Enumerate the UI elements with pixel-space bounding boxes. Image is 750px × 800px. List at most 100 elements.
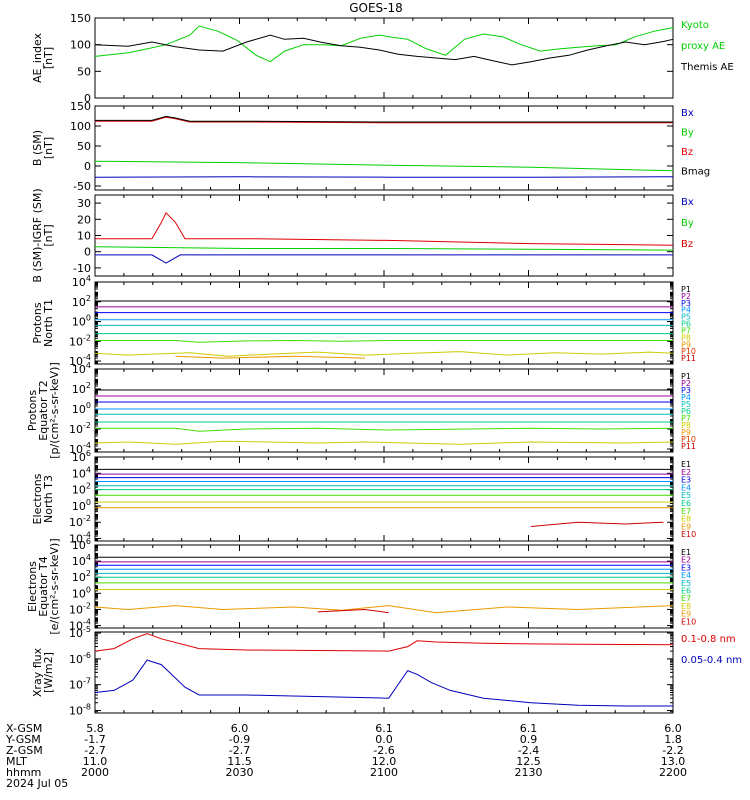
legend-entry: E10 xyxy=(681,617,696,626)
x-row-value: -2.4 xyxy=(518,744,539,757)
x-row-value: 2200 xyxy=(659,766,687,779)
x-row-value: 0.9 xyxy=(520,733,538,746)
y-tick-label: 102 xyxy=(72,381,91,396)
x-row-label: Y-GSM xyxy=(5,733,41,746)
y-tick-label: 104 xyxy=(72,465,91,480)
legend-entry: E6 xyxy=(681,499,691,508)
y-tick-label: 100 xyxy=(70,39,91,52)
y-axis-label: B (SM)-IGRF (SM)[nT] xyxy=(31,188,55,282)
x-row-value: 2000 xyxy=(81,766,109,779)
y-tick-label: 100 xyxy=(72,401,91,416)
y-tick-label: 102 xyxy=(72,569,91,584)
legend-entry: Bx xyxy=(681,108,694,119)
y-axis-label: Xray flux[W/m2] xyxy=(31,647,55,697)
y-tick-label: 104 xyxy=(72,553,91,568)
panel-bigrf: -10 0 10 20 30 B (SM)-IGRF (SM)[nT] Bx By Bz xyxy=(31,188,694,282)
x-row-value: -0.9 xyxy=(229,733,250,746)
x-row-value: -2.6 xyxy=(373,744,394,757)
y-tick-label: 10-7 xyxy=(69,677,91,692)
x-row-label: X-GSM xyxy=(6,722,42,735)
panel-ae: 0 50 100 150 AE_index[nT] Kyoto proxy AE Themis… xyxy=(31,12,734,105)
x-row-label: Z-GSM xyxy=(6,744,43,757)
legend-entry: P7 xyxy=(681,326,691,335)
legend-entry: P7 xyxy=(681,414,691,423)
date-label: 2024 Jul 05 xyxy=(6,777,68,790)
x-row-value: 12.5 xyxy=(516,755,541,768)
y-tick-label: 10-6 xyxy=(69,651,91,666)
x-row-value: -2.2 xyxy=(662,744,683,757)
y-axis-label: ProtonsNorth T1 xyxy=(31,299,55,347)
series-line-bmag xyxy=(95,115,673,123)
legend-entry: P2 xyxy=(681,292,691,301)
x-row-value: 0.0 xyxy=(375,733,393,746)
x-row-value: 6.1 xyxy=(520,722,538,735)
legend-entry: P5 xyxy=(681,313,691,322)
series-line-0-1-0-8-nm xyxy=(94,633,674,652)
series-line-p8 xyxy=(94,440,674,445)
legend-entry: E4 xyxy=(681,571,691,580)
legend-entry: E6 xyxy=(681,587,691,596)
panel-frame xyxy=(94,17,674,99)
legend-entry: P8 xyxy=(681,333,691,342)
legend-entry: Bz xyxy=(681,147,693,158)
panel-frame xyxy=(94,194,674,277)
series-line-p7 xyxy=(95,339,673,343)
legend-entry: E2 xyxy=(681,556,691,565)
legend-entry: By xyxy=(681,128,694,139)
x-row-value: 5.8 xyxy=(86,722,104,735)
legend-entry: E8 xyxy=(681,602,691,611)
series-line-by xyxy=(94,246,674,251)
x-row-value: 1.8 xyxy=(664,733,682,746)
legend-entry: E10 xyxy=(681,530,696,539)
series-line-themis-ae xyxy=(94,34,674,66)
series-line-by xyxy=(94,160,674,172)
y-tick-label: 150 xyxy=(70,100,91,113)
x-row-value: 2100 xyxy=(370,766,398,779)
y-tick-label: 106 xyxy=(72,449,91,464)
legend-entry: By xyxy=(681,218,694,229)
legend-entry: E2 xyxy=(681,468,691,477)
legend-entry: E5 xyxy=(681,579,691,588)
y-tick-label: 20 xyxy=(77,213,91,226)
x-row-value: 6.0 xyxy=(664,722,682,735)
y-axis-label: B (SM)[nT] xyxy=(31,130,55,166)
y-tick-label: 10-2 xyxy=(69,333,91,348)
legend-entry: Bx xyxy=(681,197,694,208)
x-row-value: 13.0 xyxy=(661,755,686,768)
legend-entry: E4 xyxy=(681,483,691,492)
x-row-value: 6.0 xyxy=(231,722,249,735)
legend-entry: P2 xyxy=(681,379,691,388)
series-line-0-05-0-4-nm xyxy=(94,659,673,707)
legend-entry: 0.05-0.4 nm xyxy=(681,655,742,666)
y-tick-label: 10 xyxy=(77,230,91,243)
legend-entry: Bz xyxy=(681,239,693,250)
panel-frame xyxy=(94,281,674,365)
y-tick-label: 100 xyxy=(70,120,91,133)
legend-entry: P11 xyxy=(681,442,696,451)
y-tick-label: 102 xyxy=(72,294,91,309)
y-tick-label: 0 xyxy=(84,246,91,259)
y-tick-label: 10-2 xyxy=(69,421,91,436)
legend-entry: P10 xyxy=(681,435,696,444)
x-row-value: 2030 xyxy=(226,766,254,779)
x-row-value: 12.0 xyxy=(372,755,397,768)
figure-title: GOES-18 xyxy=(349,1,403,15)
panel-xray: 10-5 10-6 10-7 10-8 Xray flux[W/m2] 0.1-0.8 n… xyxy=(31,625,742,717)
legend-entry: E1 xyxy=(681,460,691,469)
legend-entry: E5 xyxy=(681,491,691,500)
y-tick-label: 10-5 xyxy=(69,625,91,640)
y-tick-label: 10-8 xyxy=(69,702,91,717)
x-row-value: -2.7 xyxy=(84,744,105,757)
series-line-p8 xyxy=(94,351,674,357)
y-tick-label: 10-2 xyxy=(69,601,91,616)
legend-entry: E9 xyxy=(681,610,691,619)
legend-entry: P9 xyxy=(681,340,691,349)
y-tick-label: 100 xyxy=(72,585,91,600)
y-tick-label: 150 xyxy=(70,12,91,25)
x-row-value: -1.7 xyxy=(84,733,105,746)
legend-entry: 0.1-0.8 nm xyxy=(681,634,736,645)
y-tick-label: 0 xyxy=(84,160,91,173)
